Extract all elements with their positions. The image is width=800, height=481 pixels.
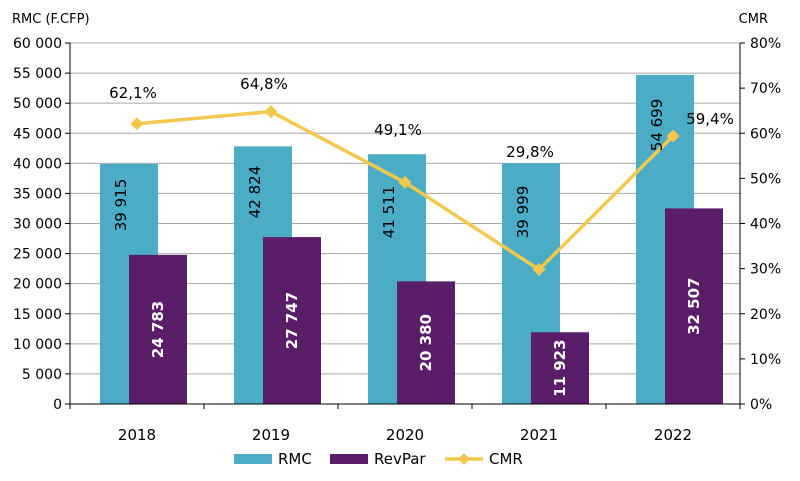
y-left-tick-label: 35 000 [13,186,62,202]
cmr-marker [398,175,412,189]
cmr-marker [666,129,680,143]
rmc-data-label: 42 824 [246,166,264,219]
rmc-data-label: 39 999 [514,186,532,239]
y-right-tick-label: 70% [750,81,781,97]
x-tick-label: 2022 [654,426,692,444]
y-left-tick-label: 55 000 [13,66,62,82]
revpar-data-label: 32 507 [685,277,703,334]
y-left-tick-label: 50 000 [13,96,62,112]
legend-label-cmr: CMR [489,450,523,468]
y-right-tick-label: 10% [750,352,781,368]
y-right-axis-title: CMR [739,12,768,27]
revpar-data-label: 24 783 [149,301,167,358]
rmc-data-label: 41 511 [380,186,398,239]
legend-swatch-revpar [330,454,368,464]
axes-layer: 0 5 000 10 000 15 000 20 000 25 000 30 000 35 0… [13,36,781,444]
revpar-bar [129,254,187,404]
revpar-data-label: 27 747 [283,292,301,349]
y-right-tick-label: 80% [750,36,781,52]
revpar-bar [531,332,589,404]
x-tick-label: 2019 [252,426,290,444]
x-tick-label: 2020 [386,426,424,444]
cmr-data-label: 49,1% [374,121,422,139]
cmr-marker [532,263,546,277]
y-left-tick-label: 30 000 [13,217,62,233]
rmc-data-label: 39 915 [112,179,130,232]
legend-label-rmc: RMC [278,450,312,468]
cmr-data-label: 29,8% [506,143,554,161]
y-right-tick-label: 30% [750,262,781,278]
y-left-tick-label: 20 000 [13,277,62,293]
revpar-data-label: 11 923 [551,339,569,396]
revpar-bar [397,281,455,404]
y-right-tick-label: 50% [750,171,781,187]
cmr-data-label: 62,1% [109,84,157,102]
x-tick-label: 2021 [520,426,558,444]
y-left-tick-label: 25 000 [13,247,62,263]
rmc-data-label: 54 699 [648,99,666,152]
bars-layer [100,74,723,404]
revpar-data-label: 20 380 [417,314,435,371]
cmr-data-label: 64,8% [240,75,288,93]
y-left-tick-label: 5 000 [22,367,62,383]
y-right-tick-label: 20% [750,307,781,323]
y-left-tick-label: 60 000 [13,36,62,52]
cmr-data-label: 59,4% [686,110,734,128]
legend-swatch-rmc [234,454,272,464]
cmr-marker [264,105,278,119]
y-left-tick-label: 45 000 [13,126,62,142]
data-labels-layer: 39 915 42 824 41 511 39 999 54 699 24 783 27 7… [109,75,734,397]
y-right-tick-label: 40% [750,217,781,233]
legend-swatch-cmr-marker [458,453,470,465]
y-left-tick-label: 15 000 [13,307,62,323]
revpar-bar [263,237,321,404]
y-right-tick-label: 0% [750,397,772,413]
y-right-tick-label: 60% [750,126,781,142]
x-tick-label: 2018 [118,426,156,444]
cmr-line-layer [130,105,680,277]
legend: RMC RevPar CMR [234,450,523,468]
cmr-marker [130,117,144,131]
legend-label-revpar: RevPar [374,450,426,468]
y-left-tick-label: 40 000 [13,156,62,172]
revpar-bar [665,208,723,404]
y-left-tick-label: 10 000 [13,337,62,353]
y-left-axis-title: RMC (F.CFP) [12,12,90,27]
y-left-tick-label: 0 [53,397,62,413]
